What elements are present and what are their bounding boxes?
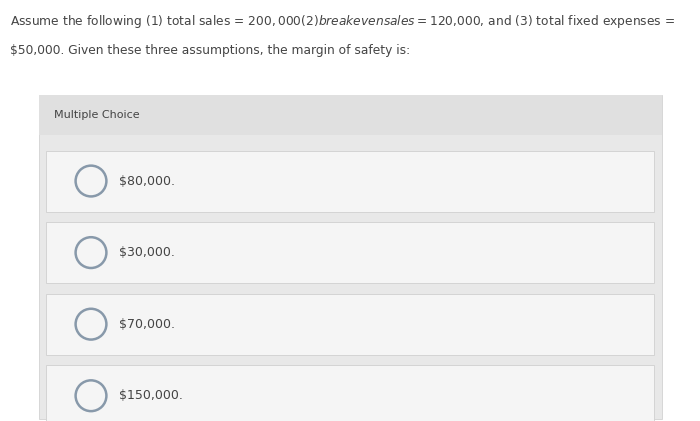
FancyBboxPatch shape xyxy=(38,95,661,419)
FancyBboxPatch shape xyxy=(38,95,661,135)
Text: $30,000.: $30,000. xyxy=(119,246,175,259)
Text: Assume the following (1) total sales = $200,000 (2) breakeven sales = $120,000, : Assume the following (1) total sales = $… xyxy=(10,13,676,29)
FancyBboxPatch shape xyxy=(46,365,655,421)
Text: Multiple Choice: Multiple Choice xyxy=(54,110,139,120)
FancyBboxPatch shape xyxy=(46,293,655,354)
Text: $80,000.: $80,000. xyxy=(119,175,175,187)
Text: $70,000.: $70,000. xyxy=(119,318,175,330)
FancyBboxPatch shape xyxy=(46,150,655,211)
Text: $50,000. Given these three assumptions, the margin of safety is:: $50,000. Given these three assumptions, … xyxy=(10,44,411,57)
Text: $150,000.: $150,000. xyxy=(119,389,183,402)
FancyBboxPatch shape xyxy=(46,222,655,283)
